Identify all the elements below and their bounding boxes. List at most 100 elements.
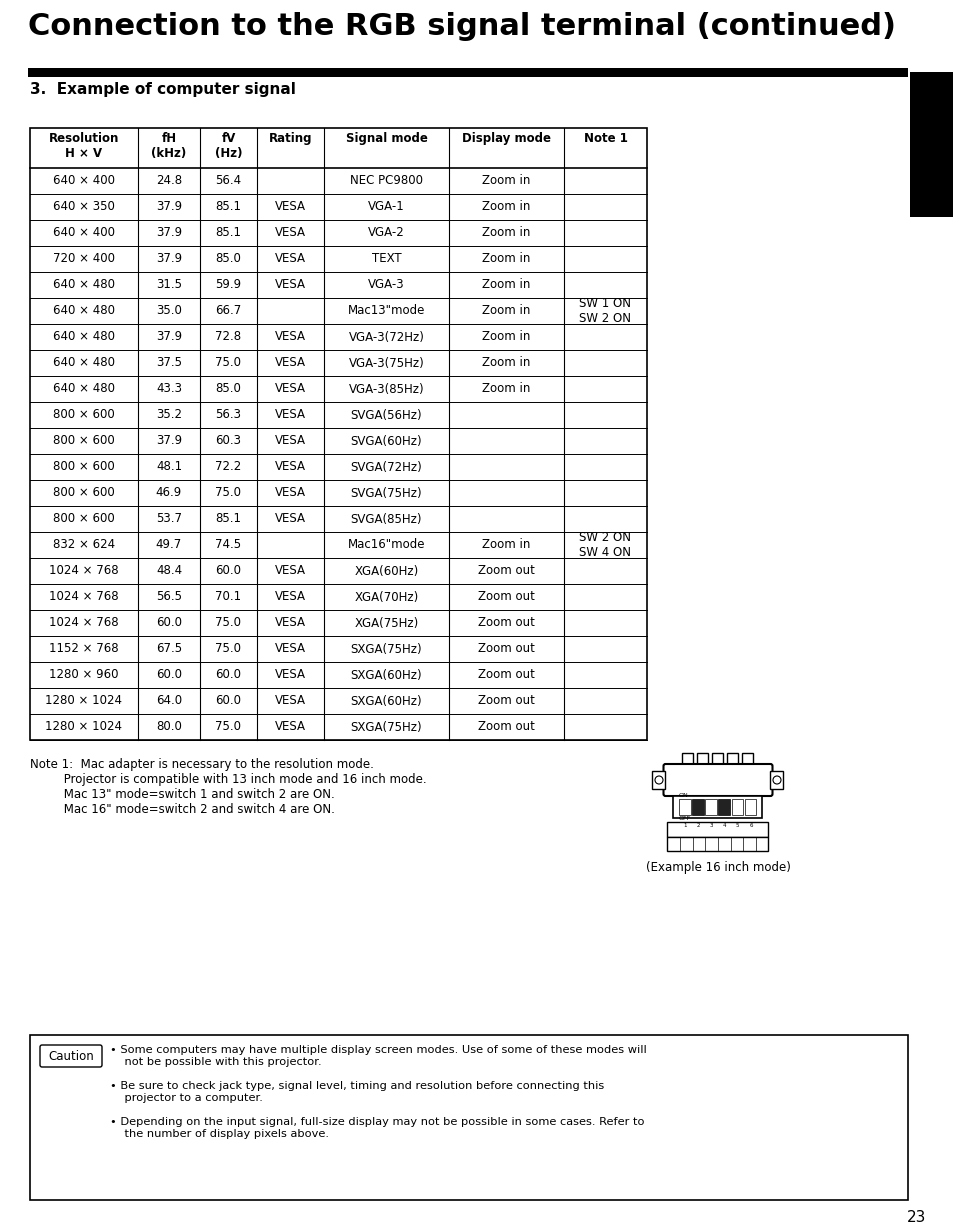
Text: 66.7: 66.7 (215, 304, 241, 318)
Text: Zoom in: Zoom in (482, 174, 530, 188)
Text: 53.7: 53.7 (156, 512, 182, 526)
Text: Zoom out: Zoom out (477, 668, 535, 682)
Text: Zoom in: Zoom in (482, 538, 530, 552)
Text: SW 1 ON
SW 2 ON: SW 1 ON SW 2 ON (578, 297, 631, 325)
Text: 31.5: 31.5 (156, 278, 182, 292)
Text: ON: ON (678, 793, 687, 798)
Text: 640 × 400: 640 × 400 (53, 227, 115, 239)
FancyBboxPatch shape (40, 1045, 102, 1067)
Bar (770, 771, 782, 790)
Text: XGA(60Hz): XGA(60Hz) (354, 564, 418, 577)
Text: VESA: VESA (274, 564, 306, 577)
Text: Zoom out: Zoom out (477, 617, 535, 629)
Text: VESA: VESA (274, 642, 306, 656)
Text: 49.7: 49.7 (155, 538, 182, 552)
Text: 37.9: 37.9 (155, 331, 182, 343)
Bar (909, 72, 953, 217)
Text: 37.9: 37.9 (155, 434, 182, 447)
Text: 74.5: 74.5 (215, 538, 241, 552)
FancyBboxPatch shape (662, 764, 772, 796)
Text: 640 × 350: 640 × 350 (53, 201, 114, 213)
Bar (28, 67, 907, 77)
Text: 75.0: 75.0 (215, 357, 241, 369)
Bar (667, 821, 768, 837)
Text: VESA: VESA (274, 253, 306, 266)
Text: 800 × 600: 800 × 600 (53, 512, 114, 526)
Bar (30, 1035, 907, 1200)
Bar (681, 753, 693, 766)
Bar (692, 799, 703, 815)
Bar (679, 799, 690, 815)
Text: VESA: VESA (274, 512, 306, 526)
Text: VESA: VESA (274, 721, 306, 733)
Text: TEXT: TEXT (372, 253, 401, 266)
Text: 60.0: 60.0 (156, 668, 182, 682)
Text: VESA: VESA (274, 487, 306, 499)
Text: 1152 × 768: 1152 × 768 (50, 642, 119, 656)
Text: VESA: VESA (274, 434, 306, 447)
Text: • Be sure to check jack type, signal level, timing and resolution before connect: • Be sure to check jack type, signal lev… (110, 1081, 603, 1102)
Circle shape (772, 776, 781, 783)
Text: 64.0: 64.0 (155, 694, 182, 707)
Text: VESA: VESA (274, 201, 306, 213)
Text: VESA: VESA (274, 383, 306, 396)
Text: 3.  Example of computer signal: 3. Example of computer signal (30, 82, 295, 97)
Text: 640 × 480: 640 × 480 (53, 331, 115, 343)
Text: Zoom in: Zoom in (482, 227, 530, 239)
Text: Connection to the RGB signal terminal (continued): Connection to the RGB signal terminal (c… (28, 12, 895, 40)
Text: 37.9: 37.9 (155, 227, 182, 239)
Text: Zoom in: Zoom in (482, 331, 530, 343)
Text: 1024 × 768: 1024 × 768 (50, 591, 119, 603)
Text: 85.1: 85.1 (215, 201, 241, 213)
Text: 4: 4 (722, 823, 725, 828)
Text: fV
(Hz): fV (Hz) (214, 132, 242, 161)
Text: SVGA(60Hz): SVGA(60Hz) (351, 434, 422, 447)
Text: 56.3: 56.3 (215, 408, 241, 422)
Text: 67.5: 67.5 (155, 642, 182, 656)
Text: 48.1: 48.1 (155, 461, 182, 473)
Text: VESA: VESA (274, 278, 306, 292)
Text: 60.0: 60.0 (215, 564, 241, 577)
Text: 48.4: 48.4 (155, 564, 182, 577)
Text: SW 2 ON
SW 4 ON: SW 2 ON SW 4 ON (578, 531, 631, 559)
Text: OFF: OFF (678, 817, 690, 821)
Text: 70.1: 70.1 (215, 591, 241, 603)
Text: 85.0: 85.0 (215, 253, 241, 266)
Text: fH
(kHz): fH (kHz) (152, 132, 187, 161)
Text: Zoom in: Zoom in (482, 383, 530, 396)
Text: VGA-1: VGA-1 (368, 201, 404, 213)
Text: Zoom in: Zoom in (482, 304, 530, 318)
Bar (731, 799, 742, 815)
Text: VESA: VESA (274, 591, 306, 603)
Text: 800 × 600: 800 × 600 (53, 461, 114, 473)
Text: 59.9: 59.9 (215, 278, 241, 292)
Text: Caution: Caution (48, 1049, 93, 1063)
Text: SVGA(85Hz): SVGA(85Hz) (351, 512, 422, 526)
Text: Note 1: Note 1 (583, 132, 627, 145)
Text: Zoom in: Zoom in (482, 278, 530, 292)
Bar (727, 753, 738, 766)
Text: 85.0: 85.0 (215, 383, 241, 396)
Bar (667, 837, 768, 851)
Text: 56.4: 56.4 (215, 174, 241, 188)
Text: Zoom out: Zoom out (477, 642, 535, 656)
Text: VGA-3(72Hz): VGA-3(72Hz) (348, 331, 424, 343)
Text: Zoom out: Zoom out (477, 591, 535, 603)
Text: 800 × 600: 800 × 600 (53, 487, 114, 499)
Text: SXGA(75Hz): SXGA(75Hz) (351, 642, 422, 656)
Text: VESA: VESA (274, 461, 306, 473)
Text: 43.3: 43.3 (156, 383, 182, 396)
Bar (30, 128, 646, 741)
Text: XGA(70Hz): XGA(70Hz) (354, 591, 418, 603)
Text: VGA-3(85Hz): VGA-3(85Hz) (349, 383, 424, 396)
Text: Zoom out: Zoom out (477, 721, 535, 733)
Text: VESA: VESA (274, 357, 306, 369)
Text: 2: 2 (696, 823, 700, 828)
Text: VESA: VESA (274, 227, 306, 239)
Text: 640 × 480: 640 × 480 (53, 357, 115, 369)
Text: VGA-3: VGA-3 (368, 278, 404, 292)
Text: SXGA(60Hz): SXGA(60Hz) (351, 668, 422, 682)
Text: 640 × 480: 640 × 480 (53, 278, 115, 292)
Text: 56.5: 56.5 (156, 591, 182, 603)
Text: SVGA(75Hz): SVGA(75Hz) (351, 487, 422, 499)
